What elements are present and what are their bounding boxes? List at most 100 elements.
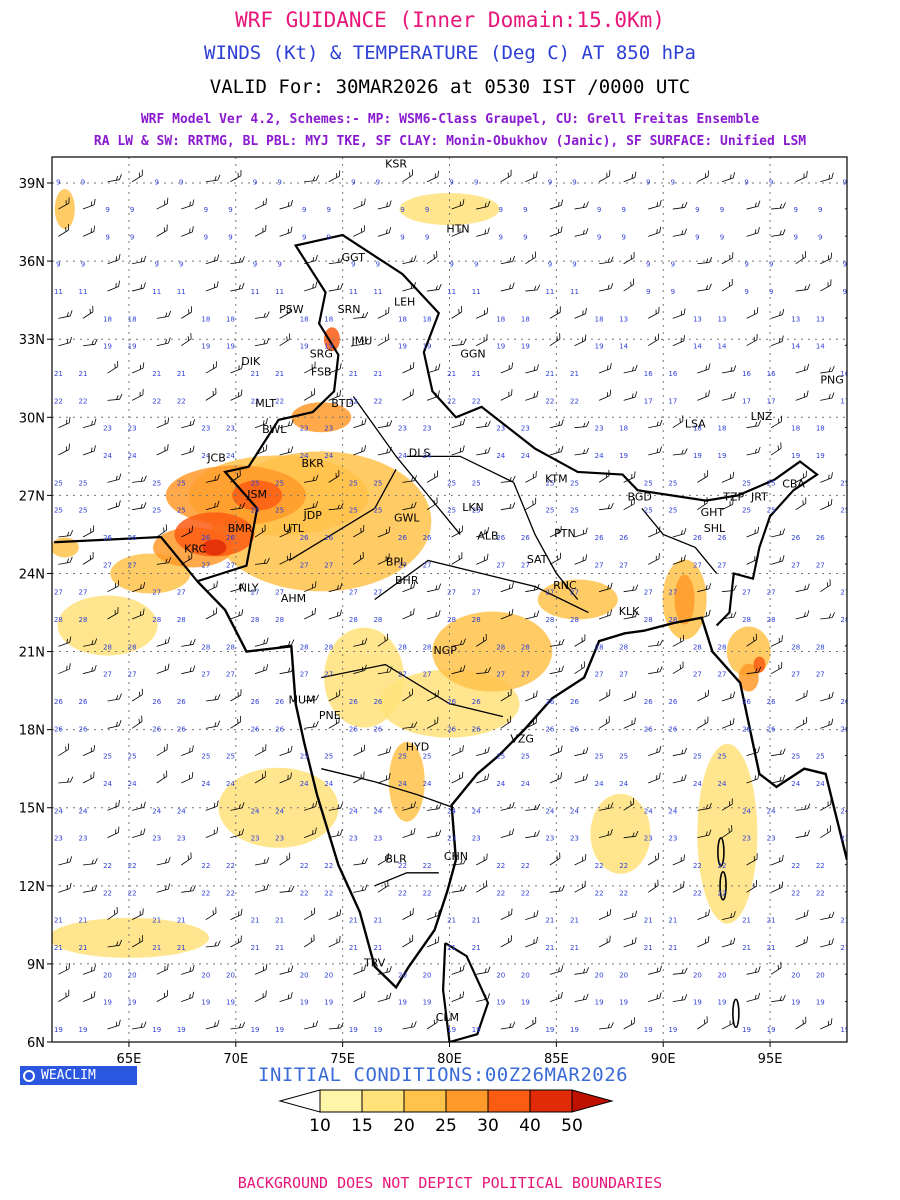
barb-flag (631, 174, 633, 179)
barb-flag (411, 688, 413, 695)
wind-barb (328, 909, 342, 921)
barb-shaft (328, 288, 341, 292)
barb-flag (484, 995, 487, 1000)
barb-shaft (599, 1027, 612, 1030)
barb-flag (485, 634, 487, 640)
wind-barb (746, 853, 758, 866)
barb-shaft (697, 695, 709, 702)
barb-flag (264, 524, 266, 531)
wind-barb (230, 935, 242, 948)
barb-shaft (205, 699, 218, 702)
temp-value: 9 (671, 261, 675, 269)
valid-time: VALID For: 30MAR2026 at 0530 IST /0000 U… (209, 76, 691, 98)
barb-flag (680, 883, 682, 889)
barb-flag (238, 911, 240, 916)
temp-value: 9 (671, 288, 675, 296)
temp-value: 19 (54, 1026, 63, 1034)
temp-value: 19 (251, 1026, 260, 1034)
wind-barb (574, 527, 588, 538)
barb-flag (411, 723, 414, 728)
state-boundary (321, 663, 504, 718)
temp-value: 28 (742, 616, 751, 624)
temp-value: 16 (668, 370, 677, 378)
barb-flag (286, 309, 288, 315)
barb-shaft (844, 639, 847, 647)
legend-label: 20 (393, 1116, 415, 1136)
barb-flag (634, 364, 638, 371)
barb-flag (114, 609, 116, 615)
temp-value: 16 (840, 370, 849, 378)
barb-flag (287, 994, 290, 999)
barb-shaft (279, 558, 291, 565)
barb-flag (705, 831, 708, 836)
wind-barb (598, 389, 612, 401)
wind-barb (697, 909, 710, 921)
wind-barb (279, 965, 294, 975)
barb-flag (241, 502, 246, 509)
barb-flag (118, 1019, 121, 1026)
temp-value: 19 (324, 999, 333, 1007)
wind-barb (771, 555, 785, 565)
barb-flag (216, 254, 220, 261)
wind-barb (181, 226, 194, 237)
wind-barb (82, 198, 96, 210)
temp-value: 28 (79, 616, 88, 624)
legend-label: 15 (351, 1116, 373, 1136)
wind-barb (205, 907, 217, 920)
barb-flag (237, 719, 239, 724)
barb-flag (606, 172, 608, 178)
barb-flag (512, 502, 516, 509)
lat-label: 21N (19, 646, 45, 661)
temp-value: 21 (472, 917, 481, 925)
barb-flag (413, 501, 417, 508)
temp-value: 9 (253, 179, 257, 187)
barb-flag (290, 965, 294, 972)
barb-flag (143, 282, 146, 289)
barb-flag (215, 907, 217, 914)
temp-value: 17 (742, 397, 751, 405)
barb-shaft (525, 695, 537, 702)
temp-value: 19 (201, 343, 210, 351)
temp-value: 24 (447, 807, 456, 815)
barb-shaft (279, 451, 292, 456)
wind-barb (500, 689, 512, 702)
temp-value: 24 (251, 807, 260, 815)
wind-barb (426, 716, 439, 729)
wind-barb (746, 773, 760, 784)
temp-value: 26 (423, 534, 432, 542)
temp-value: 9 (81, 261, 85, 269)
barb-flag (436, 1016, 438, 1023)
barb-flag (263, 339, 266, 345)
barb-flag (779, 749, 782, 755)
barb-flag (585, 747, 589, 754)
wind-barb (451, 338, 467, 347)
barb-flag (606, 692, 608, 697)
wind-barb (353, 990, 366, 1003)
temp-value: 27 (177, 589, 186, 597)
barb-flag (314, 827, 317, 834)
barb-flag (339, 909, 342, 916)
barb-shaft (230, 941, 242, 948)
wind-barb (451, 552, 463, 565)
temp-value: 24 (300, 780, 309, 788)
barb-flag (409, 937, 411, 943)
barb-flag (606, 938, 608, 943)
wind-barb (230, 502, 246, 511)
wind-barb (402, 169, 413, 183)
temp-value: 27 (521, 671, 530, 679)
barb-flag (435, 804, 438, 810)
barb-flag (91, 966, 93, 972)
barb-shaft (156, 316, 169, 319)
barb-flag (364, 857, 368, 864)
wind-barb (230, 802, 245, 811)
wind-barb (279, 772, 292, 784)
barb-flag (560, 772, 562, 779)
temp-value: 27 (595, 561, 604, 569)
barb-flag (338, 470, 340, 477)
temp-value: 19 (619, 999, 628, 1007)
barb-shaft (697, 262, 710, 265)
barb-flag (582, 856, 584, 862)
wind-barb (500, 582, 514, 593)
wind-barb (525, 910, 539, 921)
barb-shaft (328, 475, 340, 483)
